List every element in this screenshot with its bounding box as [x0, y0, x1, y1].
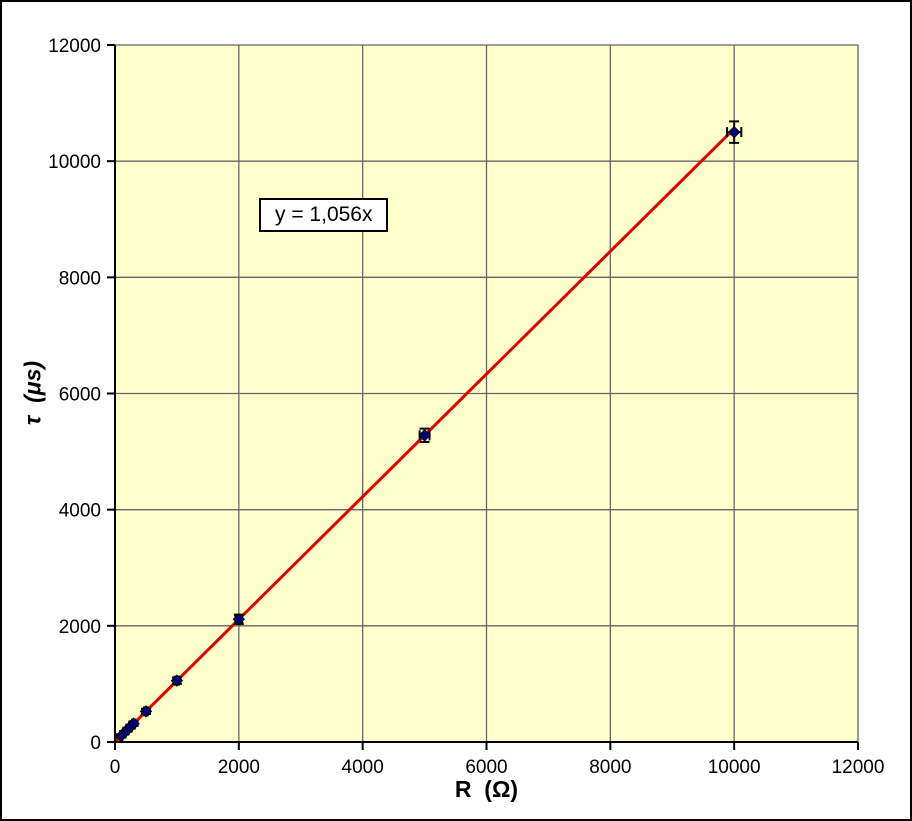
x-tick-label: 6000 — [465, 757, 507, 778]
y-tick-label: 4000 — [59, 501, 101, 522]
y-tick-label: 10000 — [48, 152, 101, 173]
y-tick-label: 6000 — [59, 385, 101, 406]
y-tick-label: 8000 — [59, 268, 101, 289]
tick-labels: 0 2000 4000 6000 8000 10000 12000 0 2000 4000 6000… — [48, 36, 884, 778]
ticks — [107, 44, 859, 750]
trendline-equation-label: y = 1,056x — [259, 198, 389, 232]
data-point-marker — [232, 613, 246, 626]
y-axis-title: τ (μs) — [19, 360, 46, 426]
y-tick-label: 0 — [90, 733, 101, 754]
data-points — [114, 125, 741, 743]
data-point-marker — [139, 705, 153, 718]
data-point-marker — [727, 125, 741, 139]
data-point-marker — [127, 717, 140, 730]
x-tick-label: 12000 — [832, 757, 885, 778]
x-tick-label: 2000 — [218, 757, 260, 778]
x-axis-title: R (Ω) — [454, 776, 519, 802]
y-tick-label: 12000 — [48, 36, 101, 57]
x-tick-label: 10000 — [708, 757, 761, 778]
data-point-marker — [170, 674, 184, 687]
data-point-marker — [418, 429, 431, 442]
y-tick-label: 2000 — [59, 617, 101, 638]
x-tick-label: 4000 — [342, 757, 384, 778]
x-tick-label: 0 — [110, 757, 121, 778]
x-tick-label: 8000 — [589, 757, 631, 778]
